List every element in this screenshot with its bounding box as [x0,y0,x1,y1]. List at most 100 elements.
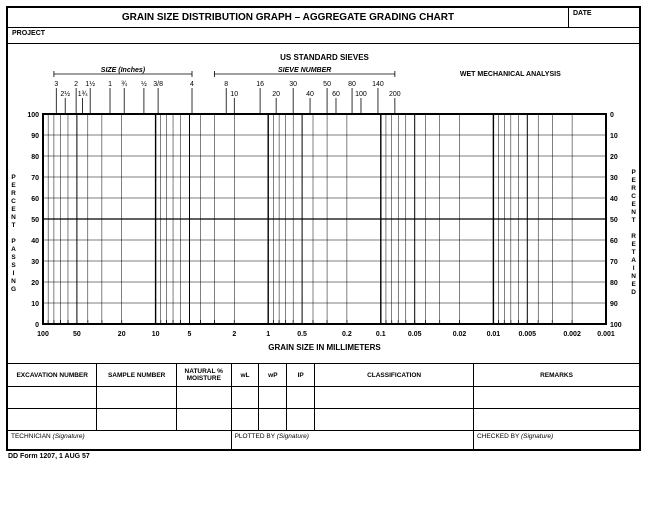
col-header: EXCAVATION NUMBER [8,364,97,386]
svg-text:2½: 2½ [60,90,70,98]
svg-text:80: 80 [348,81,356,88]
svg-text:16: 16 [256,81,264,88]
signature-cell[interactable]: TECHNICIAN (Signature) [8,431,232,449]
svg-text:0.01: 0.01 [487,331,501,338]
svg-text:0.1: 0.1 [376,331,386,338]
signature-row: TECHNICIAN (Signature)PLOTTED BY (Signat… [8,431,639,449]
svg-text:50: 50 [73,331,81,338]
svg-text:20: 20 [31,280,39,287]
svg-text:US STANDARD SIEVES: US STANDARD SIEVES [280,53,369,62]
svg-text:50: 50 [610,217,618,224]
svg-text:100: 100 [355,91,367,98]
col-header: REMARKS [474,364,639,386]
table-row [8,387,639,409]
table-header-row: EXCAVATION NUMBERSAMPLE NUMBERNATURAL % … [8,364,639,387]
table-cell[interactable] [232,387,260,408]
svg-text:40: 40 [31,238,39,245]
col-header: wL [232,364,260,386]
svg-text:0: 0 [610,112,614,119]
svg-text:WET MECHANICAL ANALYSIS: WET MECHANICAL ANALYSIS [460,71,561,78]
signature-cell[interactable]: PLOTTED BY (Signature) [232,431,474,449]
svg-text:2: 2 [74,81,78,88]
project-label: PROJECT [8,28,639,44]
col-header: SAMPLE NUMBER [97,364,177,386]
col-header: IP [287,364,315,386]
svg-text:20: 20 [610,154,618,161]
svg-text:1½: 1½ [85,80,95,88]
svg-text:10: 10 [230,91,238,98]
table-cell[interactable] [97,409,177,430]
table-cell[interactable] [474,409,639,430]
svg-text:140: 140 [372,81,384,88]
chart-svg: 1000901080207030604050504060307020801090… [8,44,643,364]
svg-text:0.2: 0.2 [342,331,352,338]
svg-text:100: 100 [37,331,49,338]
svg-text:8: 8 [224,81,228,88]
svg-text:50: 50 [323,81,331,88]
svg-text:60: 60 [610,238,618,245]
svg-text:¾: ¾ [121,81,127,88]
svg-text:2: 2 [232,331,236,338]
svg-text:½: ½ [141,80,147,88]
svg-text:0.02: 0.02 [453,331,467,338]
table-cell[interactable] [177,387,232,408]
col-header: wP [259,364,287,386]
svg-text:70: 70 [610,259,618,266]
chart-area: PERCENT PASSING PERCENT RETAINED 1000901… [8,44,639,364]
table-cell[interactable] [232,409,260,430]
bottom-table: EXCAVATION NUMBERSAMPLE NUMBERNATURAL % … [8,364,639,449]
svg-text:0.005: 0.005 [519,331,537,338]
col-header: NATURAL % MOISTURE [177,364,232,386]
svg-text:200: 200 [389,91,401,98]
svg-text:100: 100 [27,112,39,119]
col-header: CLASSIFICATION [315,364,474,386]
svg-text:4: 4 [190,81,194,88]
svg-text:20: 20 [118,331,126,338]
svg-text:0.05: 0.05 [408,331,422,338]
svg-text:SIZE (Inches): SIZE (Inches) [101,67,146,74]
svg-text:90: 90 [610,301,618,308]
svg-text:1¾: 1¾ [78,91,88,98]
svg-text:80: 80 [31,154,39,161]
svg-text:30: 30 [289,81,297,88]
table-cell[interactable] [177,409,232,430]
header-row: GRAIN SIZE DISTRIBUTION GRAPH – AGGREGAT… [8,8,639,28]
svg-text:0: 0 [35,322,39,329]
svg-text:10: 10 [31,301,39,308]
table-cell[interactable] [474,387,639,408]
svg-text:10: 10 [152,331,160,338]
svg-text:60: 60 [332,91,340,98]
svg-text:0.001: 0.001 [597,331,615,338]
svg-text:10: 10 [610,133,618,140]
svg-text:GRAIN SIZE IN MILLIMETERS: GRAIN SIZE IN MILLIMETERS [268,343,381,352]
table-cell[interactable] [259,387,287,408]
table-cell[interactable] [97,387,177,408]
svg-text:80: 80 [610,280,618,287]
svg-text:40: 40 [306,91,314,98]
table-cell[interactable] [287,387,315,408]
table-cell[interactable] [315,409,474,430]
svg-text:1: 1 [266,331,270,338]
svg-text:70: 70 [31,175,39,182]
svg-text:0.5: 0.5 [297,331,307,338]
svg-text:1: 1 [108,81,112,88]
date-label: DATE [569,8,639,27]
svg-text:30: 30 [31,259,39,266]
table-cell[interactable] [259,409,287,430]
svg-text:SIEVE NUMBER: SIEVE NUMBER [278,67,331,74]
svg-text:5: 5 [188,331,192,338]
table-row [8,409,639,431]
form-footer: DD Form 1207, 1 AUG 57 [6,451,643,460]
svg-text:30: 30 [610,175,618,182]
svg-text:3: 3 [54,81,58,88]
form-title: GRAIN SIZE DISTRIBUTION GRAPH – AGGREGAT… [8,8,569,27]
table-cell[interactable] [8,409,97,430]
table-cell[interactable] [315,387,474,408]
table-cell[interactable] [8,387,97,408]
table-cell[interactable] [287,409,315,430]
svg-text:3/8: 3/8 [153,81,163,88]
signature-cell[interactable]: CHECKED BY (Signature) [474,431,639,449]
svg-text:100: 100 [610,322,622,329]
svg-text:50: 50 [31,217,39,224]
svg-text:20: 20 [272,91,280,98]
